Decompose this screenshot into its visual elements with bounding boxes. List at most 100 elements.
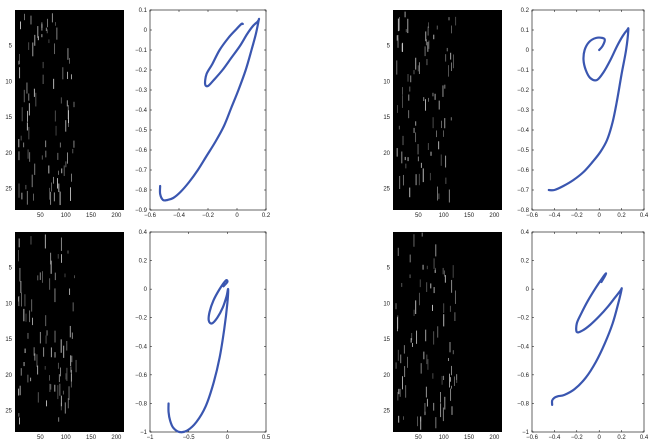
raster-spike: [31, 299, 33, 312]
y-tick-label: −0.7: [135, 168, 148, 174]
raster-spike: [416, 330, 418, 344]
raster-spike: [451, 62, 452, 72]
x-tick-label: 0.2: [617, 213, 626, 219]
raster-spike: [71, 173, 73, 182]
raster-spike: [20, 368, 22, 376]
trajectory-top-left: −0.6 −0.4 −0.2 0 0.2 0.1 0 −0.1 −0.2 −0.3 −0.4 −0.5…: [135, 8, 271, 219]
raster-spike: [71, 355, 73, 363]
y-tick-label: 0: [526, 48, 530, 54]
raster-spike: [402, 174, 404, 186]
raster-spike: [45, 27, 47, 32]
raster-spike: [395, 303, 397, 310]
raster-spike: [437, 326, 439, 338]
x-tick-label: 100: [61, 435, 72, 441]
raster-spike: [442, 85, 444, 97]
raster-spike: [72, 302, 74, 312]
raster-bottom-right: 50 100 150 200 5 10 15 20 25: [383, 232, 502, 441]
raster-spike: [66, 100, 68, 107]
raster-spike: [420, 416, 422, 430]
raster-spike: [55, 22, 56, 26]
raster-spike: [401, 282, 403, 287]
raster-spike: [70, 74, 72, 80]
raster-spike: [426, 265, 428, 270]
x-tick-label: 0: [598, 213, 602, 219]
raster-spike: [449, 342, 451, 353]
raster-spike: [27, 110, 28, 122]
raster-spike: [65, 161, 67, 168]
raster-spike: [449, 305, 451, 312]
raster-spike: [452, 350, 454, 355]
raster-spike: [18, 249, 19, 262]
x-tick-label: 150: [86, 213, 97, 219]
raster-spike: [395, 362, 397, 369]
y-tick-label: 15: [383, 115, 390, 121]
y-tick-label: 0.4: [521, 230, 530, 236]
x-tick-label: 50: [415, 213, 422, 219]
raster-spike: [18, 151, 20, 161]
raster-spike: [42, 74, 44, 85]
raster-spike: [449, 373, 450, 388]
raster-spike: [438, 193, 440, 200]
raster-spike: [432, 373, 434, 379]
y-tick-label: −0.4: [517, 344, 530, 350]
raster-spike: [33, 88, 35, 97]
raster-spike: [69, 325, 71, 338]
raster-spike: [55, 125, 57, 136]
raster-spike: [443, 314, 445, 327]
raster-spike: [62, 67, 64, 80]
raster-spike: [428, 97, 429, 102]
trajectory-top-right: −0.6 −0.4 −0.2 0 0.2 0.4 0.2 0.1 0 −0.1 −0.2 −0.3 −0…: [517, 8, 649, 219]
raster-spike: [65, 373, 67, 380]
raster-spike: [23, 308, 25, 322]
raster-spike: [444, 118, 446, 129]
raster-spike: [404, 11, 406, 18]
raster-spike: [449, 377, 451, 382]
x-tick-label: 0.2: [617, 435, 626, 441]
x-tick-label: −0.4: [173, 213, 186, 219]
raster-spike: [46, 29, 48, 34]
y-tick-label: −0.1: [517, 68, 530, 74]
raster-spike: [437, 186, 439, 201]
x-tick-label: 200: [111, 435, 122, 441]
raster-spike: [59, 367, 61, 377]
raster-spike: [20, 21, 21, 30]
raster-spike: [54, 272, 56, 281]
raster-background: [393, 10, 502, 210]
raster-spike: [420, 162, 422, 168]
raster-spike: [37, 275, 39, 281]
raster-spike: [428, 40, 430, 49]
raster-spike: [451, 406, 453, 415]
raster-spike: [404, 156, 406, 161]
raster-spike: [67, 48, 69, 60]
y-tick-label: 15: [5, 337, 12, 343]
raster-spike: [26, 190, 28, 205]
raster-spike: [425, 99, 427, 111]
raster-spike: [402, 376, 403, 390]
raster-spike: [410, 338, 412, 343]
raster-spike: [64, 273, 66, 278]
raster-spike: [30, 377, 32, 382]
y-tick-label: 10: [5, 79, 12, 85]
raster-spike: [455, 16, 457, 26]
raster-spike: [417, 144, 419, 155]
y-tick-label: 10: [383, 301, 390, 307]
raster-spike: [50, 252, 52, 265]
trajectory-bottom-right: −0.6 −0.4 −0.2 0 0.2 0.4 0.4 0.2 0 −0.2 −0.4 −0.6 −0…: [517, 230, 649, 441]
raster-spike: [435, 417, 437, 429]
raster-spike: [31, 174, 33, 188]
x-tick-label: 150: [464, 213, 475, 219]
raster-spike: [443, 375, 445, 381]
raster-spike: [34, 163, 36, 175]
x-tick-label: 100: [61, 213, 72, 219]
x-tick-label: −0.2: [571, 435, 584, 441]
y-tick-label: −0.2: [135, 68, 148, 74]
raster-spike: [26, 82, 28, 94]
raster-spike: [397, 38, 399, 48]
y-tick-label: 0.4: [139, 230, 148, 236]
raster-spike: [18, 183, 20, 198]
raster-spike: [45, 315, 47, 327]
raster-spike: [456, 374, 458, 380]
raster-spike: [450, 52, 452, 60]
raster-spike: [45, 140, 47, 148]
y-tick-label: 10: [383, 79, 390, 85]
